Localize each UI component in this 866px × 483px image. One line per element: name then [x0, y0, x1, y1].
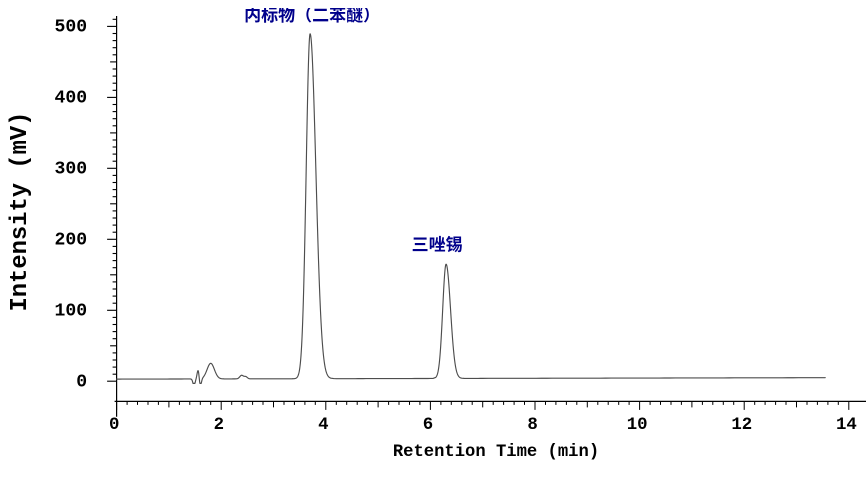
svg-text:10: 10 [627, 416, 648, 435]
svg-text:8: 8 [527, 416, 537, 435]
svg-text:300: 300 [55, 160, 88, 180]
svg-text:500: 500 [55, 18, 88, 38]
svg-text:内标物（二苯醚）: 内标物（二苯醚） [244, 8, 380, 26]
svg-text:100: 100 [55, 302, 88, 322]
svg-text:2: 2 [214, 416, 224, 435]
svg-text:14: 14 [836, 416, 857, 435]
svg-text:三唑锡: 三唑锡 [412, 231, 463, 256]
svg-text:0: 0 [76, 373, 87, 393]
svg-text:4: 4 [318, 416, 328, 435]
svg-text:200: 200 [55, 231, 88, 251]
svg-text:Intensity (mV): Intensity (mV) [8, 112, 34, 312]
svg-text:12: 12 [731, 416, 752, 435]
svg-text:0: 0 [109, 416, 119, 435]
svg-text:400: 400 [55, 89, 88, 109]
svg-text:Retention Time (min): Retention Time (min) [393, 443, 599, 462]
svg-text:6: 6 [423, 416, 433, 435]
